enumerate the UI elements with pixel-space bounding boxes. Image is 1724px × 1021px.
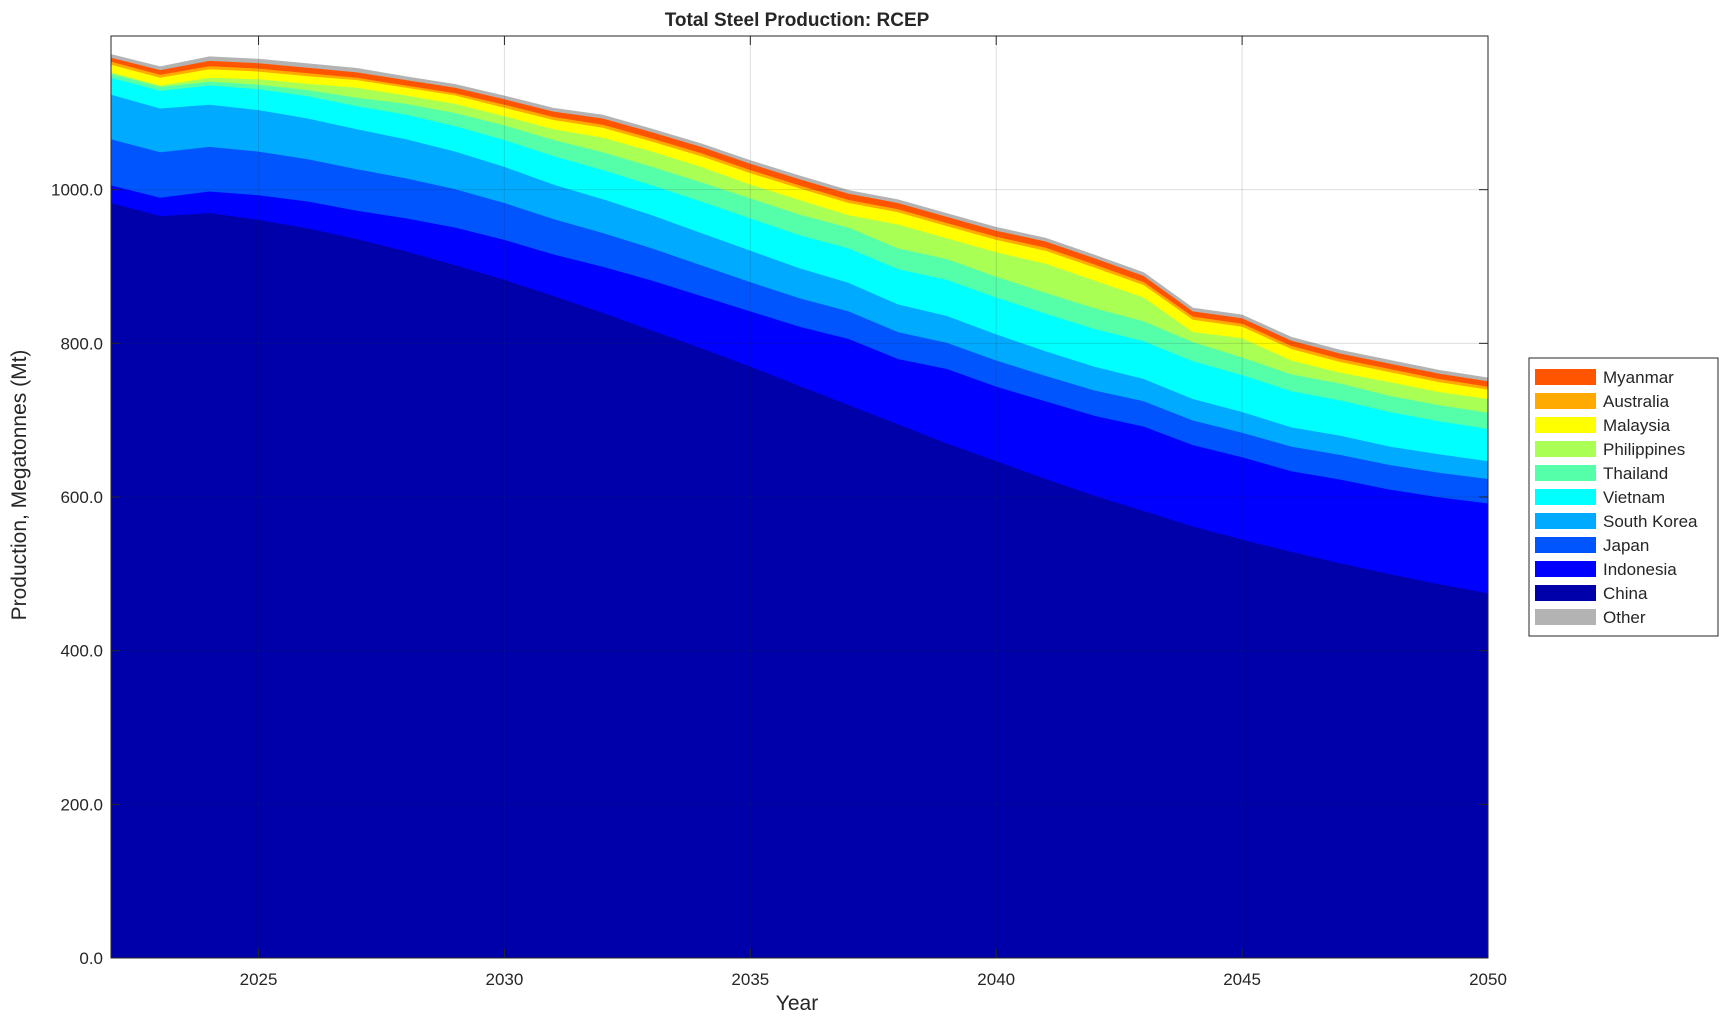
legend-swatch-thailand bbox=[1535, 465, 1596, 481]
legend-swatch-other bbox=[1535, 609, 1596, 625]
legend-swatch-vietnam bbox=[1535, 489, 1596, 505]
legend-label-malaysia: Malaysia bbox=[1603, 416, 1671, 435]
y-tick-label: 0.0 bbox=[79, 949, 103, 968]
legend-label-thailand: Thailand bbox=[1603, 464, 1668, 483]
legend-label-south-korea: South Korea bbox=[1603, 512, 1698, 531]
y-axis-title: Production, Megatonnes (Mt) bbox=[8, 350, 31, 621]
legend-label-australia: Australia bbox=[1603, 392, 1670, 411]
legend-label-myanmar: Myanmar bbox=[1603, 368, 1674, 387]
legend-swatch-indonesia bbox=[1535, 561, 1596, 577]
y-tick-label: 800.0 bbox=[60, 334, 103, 353]
axis-ticks: 2025 2030 2035 2040 2045 2050 0.0 200.0 400.0 600… bbox=[51, 36, 1507, 989]
x-tick-label: 2030 bbox=[486, 970, 524, 989]
legend-swatch-china bbox=[1535, 585, 1596, 601]
x-tick-label: 2035 bbox=[731, 970, 769, 989]
legend-swatch-malaysia bbox=[1535, 417, 1596, 433]
legend-label-other: Other bbox=[1603, 608, 1646, 627]
legend-swatch-south-korea bbox=[1535, 513, 1596, 529]
legend-swatch-philippines bbox=[1535, 441, 1596, 457]
legend-label-indonesia: Indonesia bbox=[1603, 560, 1677, 579]
legend-swatch-australia bbox=[1535, 393, 1596, 409]
y-tick-label: 1000.0 bbox=[51, 181, 103, 200]
x-axis-title: Year bbox=[776, 992, 818, 1015]
y-tick-label: 600.0 bbox=[60, 488, 103, 507]
chart-title: Total Steel Production: RCEP bbox=[665, 10, 930, 31]
legend-label-vietnam: Vietnam bbox=[1603, 488, 1665, 507]
x-tick-label: 2025 bbox=[240, 970, 278, 989]
x-tick-label: 2040 bbox=[977, 970, 1015, 989]
y-tick-label: 200.0 bbox=[60, 795, 103, 814]
legend-swatch-myanmar bbox=[1535, 369, 1596, 385]
legend-label-philippines: Philippines bbox=[1603, 440, 1685, 459]
legend: Myanmar Australia Malaysia Philippines Thail… bbox=[1528, 357, 1719, 637]
legend-label-japan: Japan bbox=[1603, 536, 1649, 555]
legend-label-china: China bbox=[1603, 584, 1648, 603]
stacked-areas bbox=[110, 54, 1489, 959]
y-tick-label: 400.0 bbox=[60, 642, 103, 661]
x-tick-label: 2045 bbox=[1223, 970, 1261, 989]
x-tick-label: 2050 bbox=[1469, 970, 1507, 989]
legend-swatch-japan bbox=[1535, 537, 1596, 553]
